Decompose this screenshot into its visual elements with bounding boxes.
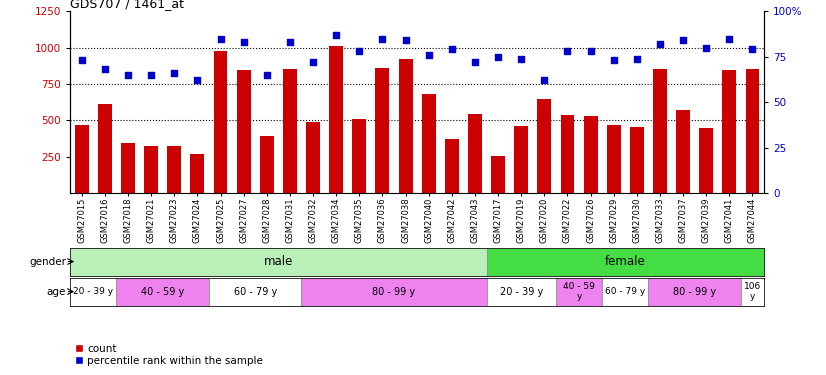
Point xyxy=(561,48,574,54)
Text: gender: gender xyxy=(29,256,66,267)
Point xyxy=(515,56,528,62)
Bar xyxy=(538,99,551,193)
Text: male: male xyxy=(263,255,293,268)
Point xyxy=(214,36,227,42)
Bar xyxy=(445,139,458,193)
Text: GDS707 / 1461_at: GDS707 / 1461_at xyxy=(70,0,184,10)
Point xyxy=(700,45,713,51)
Point xyxy=(468,59,482,65)
Point xyxy=(145,72,158,78)
Bar xyxy=(301,278,487,306)
Bar xyxy=(191,154,204,193)
Bar xyxy=(209,278,301,306)
Point xyxy=(676,38,690,44)
Point xyxy=(653,41,667,47)
Point xyxy=(422,52,435,58)
Point xyxy=(75,57,88,63)
Bar xyxy=(260,136,273,193)
Bar xyxy=(237,70,250,193)
Bar xyxy=(70,278,116,306)
Text: age: age xyxy=(47,286,66,297)
Bar xyxy=(584,116,597,193)
Point xyxy=(237,39,250,45)
Bar xyxy=(561,115,574,193)
Bar xyxy=(653,69,667,193)
Text: 40 - 59 y: 40 - 59 y xyxy=(141,286,184,297)
Bar xyxy=(283,69,297,193)
Point xyxy=(168,70,181,76)
Point xyxy=(445,46,458,53)
Text: 40 - 59
y: 40 - 59 y xyxy=(563,282,595,301)
Bar xyxy=(399,59,412,193)
Text: 60 - 79 y: 60 - 79 y xyxy=(605,287,645,296)
Point xyxy=(607,57,620,63)
Bar xyxy=(306,122,320,193)
Bar xyxy=(630,127,643,193)
Point xyxy=(376,36,389,42)
Text: 20 - 39 y: 20 - 39 y xyxy=(74,287,113,296)
Bar xyxy=(70,248,487,276)
Point xyxy=(283,39,297,45)
Bar xyxy=(145,146,158,193)
Bar xyxy=(468,114,482,193)
Point xyxy=(723,36,736,42)
Point xyxy=(353,48,366,54)
Point xyxy=(306,59,320,65)
Bar xyxy=(353,119,366,193)
Bar xyxy=(723,70,736,193)
Bar xyxy=(607,125,620,193)
Bar xyxy=(75,125,88,193)
Bar xyxy=(116,278,209,306)
Bar xyxy=(602,278,648,306)
Bar xyxy=(676,110,690,193)
Bar xyxy=(515,126,528,193)
Text: 106
y: 106 y xyxy=(744,282,761,301)
Text: 20 - 39 y: 20 - 39 y xyxy=(500,286,543,297)
Point xyxy=(538,77,551,83)
Bar xyxy=(746,69,759,193)
Text: 60 - 79 y: 60 - 79 y xyxy=(234,286,277,297)
Bar xyxy=(491,156,505,193)
Bar xyxy=(168,146,181,193)
Point xyxy=(630,56,643,62)
Bar xyxy=(741,278,764,306)
Point xyxy=(191,77,204,83)
Point xyxy=(584,48,597,54)
Point xyxy=(491,54,505,60)
Point xyxy=(746,46,759,53)
Point xyxy=(121,72,135,78)
Text: female: female xyxy=(605,255,646,268)
Legend: count, percentile rank within the sample: count, percentile rank within the sample xyxy=(75,344,263,366)
Point xyxy=(330,32,343,38)
Bar xyxy=(121,143,135,193)
Text: 80 - 99 y: 80 - 99 y xyxy=(373,286,415,297)
Bar xyxy=(422,94,435,193)
Bar xyxy=(648,278,741,306)
Point xyxy=(98,66,112,72)
Bar xyxy=(487,278,556,306)
Point xyxy=(399,38,412,44)
Bar xyxy=(700,128,713,193)
Bar xyxy=(487,248,764,276)
Bar xyxy=(376,68,389,193)
Bar xyxy=(98,104,112,193)
Bar xyxy=(214,51,227,193)
Bar xyxy=(556,278,602,306)
Bar xyxy=(330,46,343,193)
Text: 80 - 99 y: 80 - 99 y xyxy=(673,286,716,297)
Point xyxy=(260,72,273,78)
